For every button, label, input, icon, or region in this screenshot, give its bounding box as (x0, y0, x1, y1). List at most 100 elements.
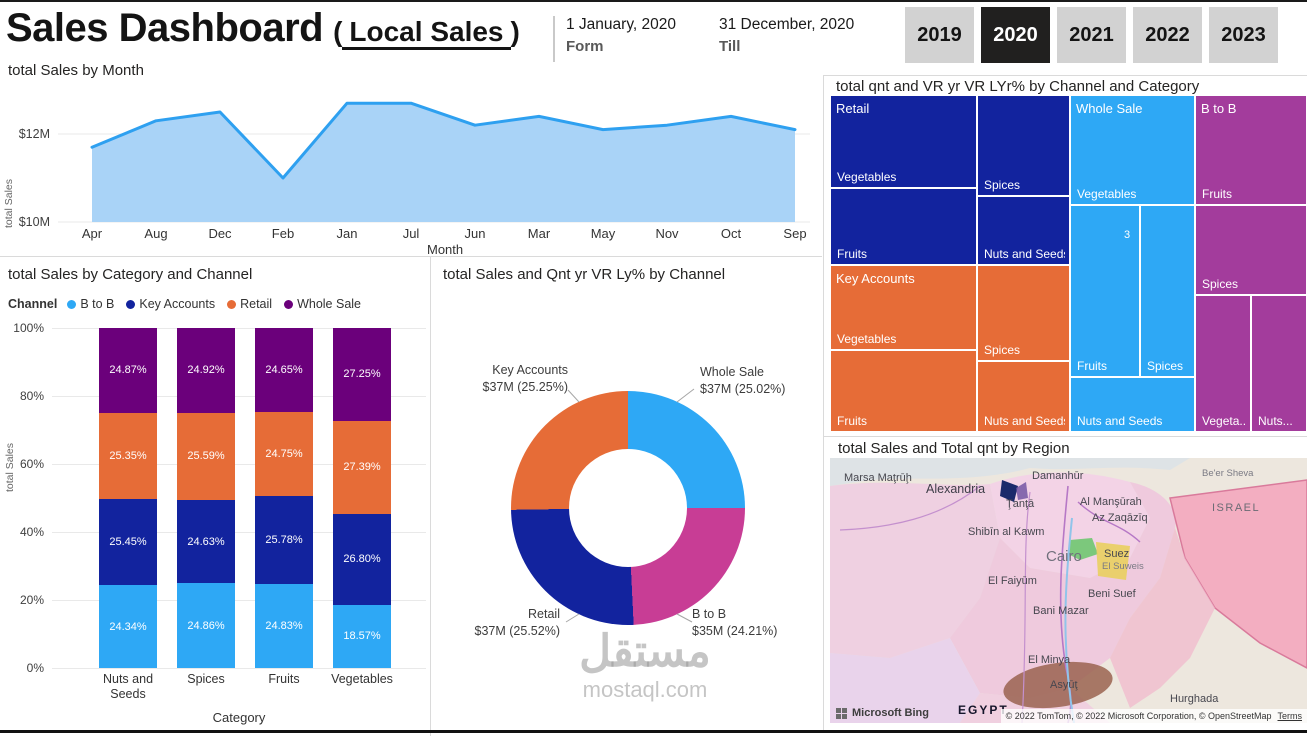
bar-segment-whole-sale[interactable]: 27.25% (333, 327, 391, 421)
map-label-el-minya: El Minya (1028, 654, 1071, 666)
treemap-cell-retail-spices[interactable]: Spices (977, 95, 1070, 196)
donut-chart-title: total Sales and Qnt yr VR Ly% by Channel (443, 266, 726, 283)
treemap-chart: Vegetables Spices Fruits Nuts and Seeds … (830, 95, 1307, 432)
till-date-value: 31 December, 2020 (719, 16, 855, 33)
treemap-cell-keyaccounts-nuts[interactable]: Nuts and Seeds (977, 361, 1070, 432)
channel-legend: Channel B to B Key Accounts Retail Whole Sa… (8, 297, 361, 311)
map-label-marsa-matruh: Marsa Maţrūḩ (844, 472, 912, 484)
header-divider (553, 16, 555, 62)
map-attribution-text: © 2022 TomTom, © 2022 Microsoft Corporat… (1005, 711, 1272, 721)
treemap-cell-label: Spices (1147, 359, 1184, 373)
bar-segment-retail[interactable]: 25.35% (99, 412, 157, 499)
region-map[interactable]: Marsa Maţrūḩ Alexandria Damanhūr Be'er S… (830, 458, 1307, 723)
treemap-cell-wholesale-vegetables[interactable]: Vegetables (1070, 95, 1195, 205)
map-terms-link[interactable]: Terms (1277, 711, 1303, 721)
treemap-cell-keyaccounts-vegetables[interactable]: Vegetables (830, 265, 977, 350)
treemap-cell-btob-fruits[interactable]: Fruits (1195, 95, 1307, 205)
area-fill-shape[interactable] (92, 103, 795, 222)
legend-dot (284, 299, 294, 309)
year-buttons: 2019 2020 2021 2022 2023 (905, 7, 1278, 63)
map-label-al-mansurah: Al Manşūrah (1080, 496, 1142, 508)
bar-segment-b-to-b[interactable]: 18.57% (333, 604, 391, 668)
treemap-cell-wholesale-nuts[interactable]: Nuts and Seeds (1070, 377, 1195, 432)
separator-right-mid (823, 436, 1307, 437)
year-button-2023[interactable]: 2023 (1209, 7, 1278, 63)
map-attribution: © 2022 TomTom, © 2022 Microsoft Corporat… (1000, 709, 1307, 723)
legend-item-key-accounts[interactable]: Key Accounts (126, 297, 215, 311)
subtitle-text: Local Sales (342, 16, 511, 50)
map-label-hurghada: Hurghada (1170, 693, 1219, 705)
treemap-cell-wholesale-fruits[interactable]: Fruits (1070, 205, 1140, 377)
bar-ytick: 80% (19, 389, 44, 403)
legend-item-b-to-b[interactable]: B to B (67, 297, 114, 311)
bar-segment-label: 25.59% (187, 450, 225, 463)
map-label-bani-mazar: Bani Mazar (1033, 605, 1089, 617)
bar-segment-retail[interactable]: 25.59% (177, 412, 235, 500)
treemap-cell-label: Nuts and Seeds (984, 247, 1065, 261)
bar-segment-key-accounts[interactable]: 25.45% (99, 498, 157, 586)
treemap-cell-btob-nuts[interactable]: Nuts... (1251, 295, 1307, 432)
donut-label-value: $37M (25.25%) (482, 379, 568, 394)
treemap-cell-retail-vegetables[interactable]: Vegetables (830, 95, 977, 188)
map-label-alexandria: Alexandria (926, 482, 986, 496)
donut-label-key-accounts: Key Accounts $37M (25.25%) (483, 362, 568, 396)
treemap-cell-label: Fruits (837, 414, 867, 428)
bar-segment-whole-sale[interactable]: 24.65% (255, 327, 313, 412)
map-title: total Sales and Total qnt by Region (838, 440, 1070, 457)
bar-segment-retail[interactable]: 24.75% (255, 411, 313, 496)
map-label-egypt: EGYPT (958, 703, 1009, 717)
bar-segment-label: 24.92% (187, 364, 225, 377)
bar-segment-b-to-b[interactable]: 24.86% (177, 583, 235, 668)
donut-label-name: Whole Sale (700, 365, 764, 379)
treemap-cell-label: Fruits (1077, 359, 1107, 373)
bar-ytick: 40% (19, 525, 44, 539)
bar-segment-b-to-b[interactable]: 24.34% (99, 585, 157, 668)
treemap-cell-wholesale-spices[interactable]: Spices (1140, 205, 1195, 377)
area-chart-svg (58, 101, 810, 223)
bar-segment-key-accounts[interactable]: 24.63% (177, 499, 235, 584)
bar-gridline (52, 600, 426, 601)
legend-label: Retail (240, 297, 273, 311)
bar-segment-key-accounts[interactable]: 26.80% (333, 513, 391, 605)
bar-segment-retail[interactable]: 27.39% (333, 420, 391, 514)
bar-segment-whole-sale[interactable]: 24.92% (177, 328, 235, 413)
donut-label-whole-sale: Whole Sale $37M (25.02%) (700, 364, 785, 398)
bing-logo: Microsoft Bing (836, 707, 929, 719)
treemap-cell-label: Spices (984, 343, 1021, 357)
bar-ytick: 0% (26, 661, 44, 675)
year-button-2021[interactable]: 2021 (1057, 7, 1126, 63)
bar-segment-label: 25.78% (265, 533, 303, 546)
donut-label-value: $37M (25.02%) (700, 381, 786, 396)
year-button-2020[interactable]: 2020 (981, 7, 1050, 63)
treemap-cell-btob-vegetables[interactable]: Vegeta... (1195, 295, 1251, 432)
treemap-group-label-key-accounts: Key Accounts (836, 271, 915, 286)
treemap-cell-keyaccounts-fruits[interactable]: Fruits (830, 350, 977, 432)
year-button-2022[interactable]: 2022 (1133, 7, 1202, 63)
treemap-cell-keyaccounts-spices[interactable]: Spices (977, 265, 1070, 361)
map-label-el-suweis: El Suweis (1102, 561, 1144, 572)
bottom-rule (0, 730, 1307, 733)
year-button-2019[interactable]: 2019 (905, 7, 974, 63)
bar-segment-whole-sale[interactable]: 24.87% (99, 327, 157, 413)
legend-item-whole-sale[interactable]: Whole Sale (284, 297, 361, 311)
bing-brand-text: Microsoft Bing (852, 707, 929, 719)
area-line-shape[interactable] (90, 101, 797, 180)
map-graphics (830, 458, 1307, 723)
donut-chart: total Sales and Qnt yr VR Ly% by Channel… (430, 258, 823, 736)
subtitle-paren-close: ) (510, 16, 520, 47)
area-x-axis-label: Month (427, 242, 464, 257)
treemap-cell-retail-fruits[interactable]: Fruits (830, 188, 977, 265)
legend-title: Channel (8, 297, 58, 311)
bar-gridline (52, 668, 426, 669)
bar-segment-key-accounts[interactable]: 25.78% (255, 495, 313, 584)
treemap-cell-retail-nuts[interactable]: Nuts and Seeds (977, 196, 1070, 265)
bar-xtick: Vegetables (331, 672, 393, 686)
bar-segment-label: 27.39% (343, 461, 381, 474)
bar-chart-title: total Sales by Category and Channel (8, 266, 253, 283)
area-ytick-12m: $12M (18, 127, 50, 141)
bar-segment-label: 24.86% (187, 619, 225, 632)
separator-vertical-right (823, 76, 824, 730)
legend-item-retail[interactable]: Retail (227, 297, 272, 311)
treemap-cell-btob-spices[interactable]: Spices (1195, 205, 1307, 295)
bar-segment-b-to-b[interactable]: 24.83% (255, 583, 313, 668)
